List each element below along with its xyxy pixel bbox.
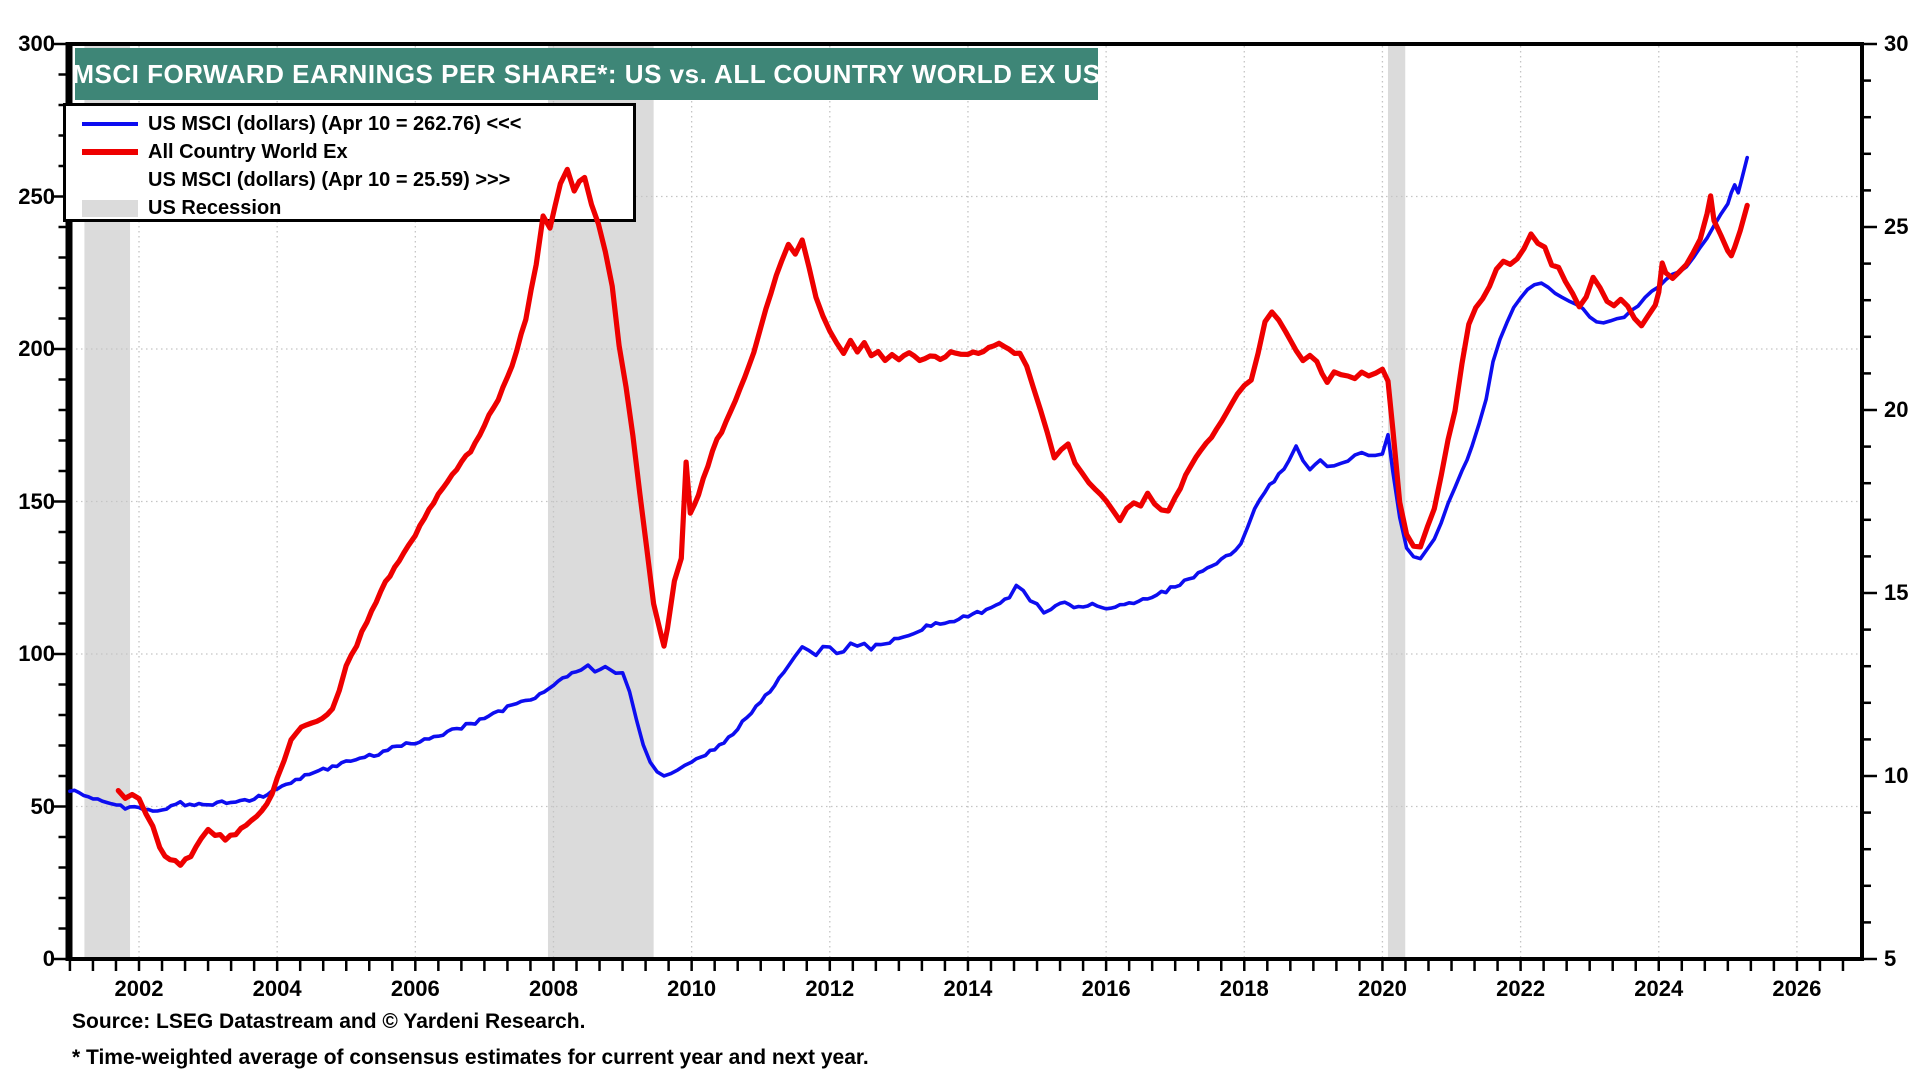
y-right-tick-label: 5: [1884, 946, 1897, 971]
x-tick-label: 2006: [390, 976, 440, 1001]
x-tick-label: 2026: [1772, 976, 1822, 1001]
legend-item-us-msci: US MSCI (dollars) (Apr 10 = 262.76) <<<: [66, 110, 633, 138]
y-left-tick-label: 300: [18, 31, 55, 56]
y-left-tick-label: 200: [18, 336, 55, 361]
x-tick-label: 2022: [1496, 976, 1546, 1001]
x-tick-label: 2014: [943, 976, 993, 1001]
y-right-tick-label: 25: [1884, 214, 1909, 239]
legend-label: US MSCI (dollars) (Apr 10 = 262.76) <<<: [148, 112, 522, 135]
y-left-tick-label: 250: [18, 183, 55, 209]
x-tick-label: 2012: [805, 976, 855, 1001]
footnote-text: * Time-weighted average of consensus est…: [72, 1046, 869, 1069]
recession-swatch-icon: [82, 199, 138, 217]
x-tick-label: 2020: [1357, 976, 1407, 1001]
x-tick-label: 2004: [252, 976, 302, 1001]
source-text: Source: LSEG Datastream and © Yardeni Re…: [72, 1010, 586, 1033]
y-right-tick-label: 15: [1884, 580, 1909, 605]
x-tick-label: 2002: [114, 976, 164, 1001]
legend-label: All Country World Ex: [148, 140, 348, 163]
legend-item-acwx-msci: All Country World Ex: [66, 138, 633, 166]
acwx-line-swatch-icon: [82, 149, 138, 155]
x-tick-label: 2018: [1219, 976, 1269, 1001]
acwx-msci-line: [115, 166, 1750, 868]
legend-label: US Recession: [148, 196, 282, 219]
y-left-tick-label: 0: [42, 946, 55, 971]
x-tick-label: 2024: [1634, 976, 1684, 1001]
legend-label: US MSCI (dollars) (Apr 10 = 25.59) >>>: [148, 168, 511, 191]
legend: US MSCI (dollars) (Apr 10 = 262.76) <<< …: [63, 103, 636, 222]
x-tick-label: 2008: [528, 976, 578, 1001]
legend-item-acwx-msci-2: US MSCI (dollars) (Apr 10 = 25.59) >>>: [66, 166, 633, 194]
chart-title: MSCI FORWARD EARNINGS PER SHARE*: US vs.…: [72, 58, 1101, 89]
y-left-tick-label: 50: [30, 793, 55, 819]
recession-band: [1387, 46, 1406, 957]
x-tick-label: 2010: [667, 976, 717, 1001]
us-msci-line: [68, 155, 1749, 813]
us-line-swatch-icon: [82, 122, 138, 126]
y-right-tick-label: 30: [1884, 31, 1909, 56]
y-right-tick-label: 20: [1884, 397, 1909, 422]
y-left-tick-label: 150: [18, 488, 55, 514]
legend-item-us-recession: US Recession: [66, 194, 633, 222]
y-right-tick-label: 10: [1884, 763, 1909, 788]
title-banner: MSCI FORWARD EARNINGS PER SHARE*: US vs.…: [72, 48, 1101, 100]
y-left-tick-label: 100: [18, 641, 55, 666]
x-tick-label: 2016: [1081, 976, 1131, 1001]
